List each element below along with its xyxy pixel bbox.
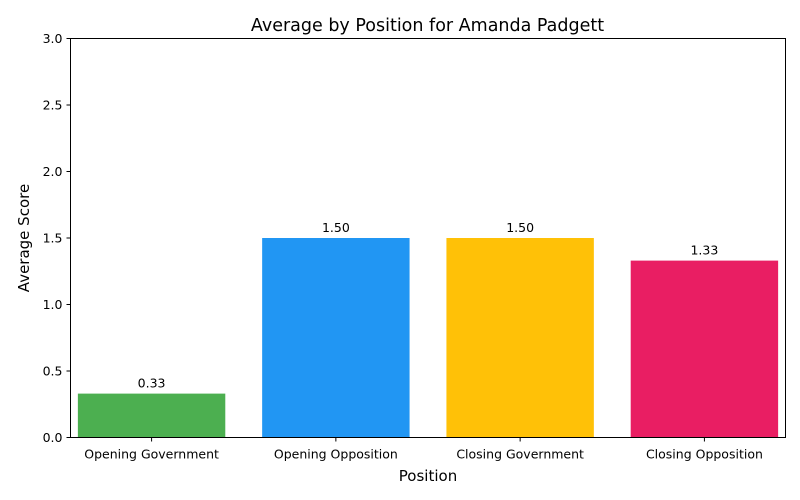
bar-closing-government: [446, 238, 594, 438]
bar-opening-opposition: [262, 238, 410, 438]
y-tick-label: 1.5: [43, 231, 63, 246]
y-tick-label: 2.5: [43, 98, 63, 113]
y-axis: 0.0 0.5 1.0 1.5 2.0 2.5 3.0: [43, 31, 71, 445]
y-tick-label: 1.0: [43, 297, 63, 312]
bar-opening-government: [77, 393, 226, 438]
x-tick-label: Opening Government: [84, 447, 219, 462]
y-tick-label: 0.0: [43, 430, 63, 445]
chart-title: Average by Position for Amanda Padgett: [251, 16, 604, 36]
data-label: 1.33: [690, 243, 718, 258]
y-axis-label: Average Score: [15, 184, 33, 292]
y-tick-label: 0.5: [43, 364, 63, 379]
x-tick-label: Closing Government: [456, 447, 584, 462]
data-label: 1.50: [506, 220, 534, 235]
x-tick-label: Closing Opposition: [646, 447, 763, 462]
y-tick-label: 3.0: [43, 31, 63, 46]
data-label: 1.50: [322, 220, 350, 235]
plot-frame: [70, 38, 786, 438]
x-axis-label: Position: [399, 467, 457, 485]
data-labels-layer: 0.33 1.50 1.50 1.33: [138, 220, 719, 391]
x-tick-label: Opening Opposition: [274, 447, 398, 462]
y-tick-label: 2.0: [43, 164, 63, 179]
bars-layer: [77, 238, 779, 438]
x-axis: Opening Government Opening Opposition Clos…: [84, 437, 763, 462]
bar-closing-opposition: [630, 260, 779, 438]
data-label: 0.33: [138, 376, 166, 391]
